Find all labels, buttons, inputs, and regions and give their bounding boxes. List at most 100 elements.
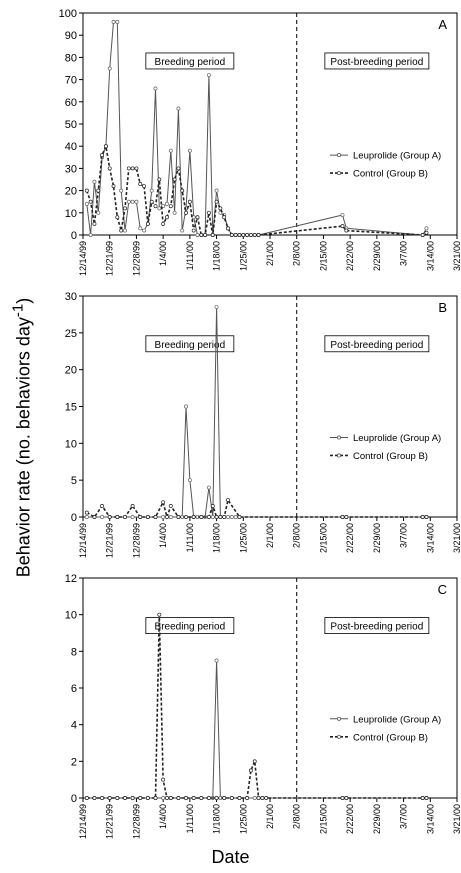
leuprolide-point	[340, 213, 345, 217]
control-point	[100, 153, 105, 158]
x-tick-label: 12/28/99	[131, 804, 141, 839]
x-tick-label: 2/22/00	[345, 804, 355, 834]
leuprolide-point	[107, 66, 112, 71]
control-point	[145, 796, 150, 800]
post-breeding-period-box	[324, 52, 430, 70]
control-point	[214, 796, 219, 800]
control-point	[138, 796, 143, 800]
control-point	[103, 144, 108, 149]
control-point	[119, 228, 124, 233]
leuprolide-point	[187, 478, 192, 483]
x-axis-title: Date	[211, 847, 250, 867]
control-point	[214, 199, 219, 204]
y-tick-label: 20	[65, 365, 77, 377]
leuprolide-point	[229, 515, 234, 519]
control-point	[218, 206, 223, 211]
control-point	[138, 515, 143, 519]
x-tick-label: 2/1/00	[265, 241, 275, 266]
y-tick-label: 25	[65, 328, 77, 340]
control-point	[115, 215, 120, 220]
x-tick-label: 1/25/00	[238, 241, 248, 271]
leuprolide-point	[424, 226, 429, 231]
leuprolide-point	[126, 199, 131, 204]
post-breeding-period-box	[324, 335, 430, 353]
control-point	[248, 233, 253, 237]
y-tick-label: 100	[59, 8, 77, 20]
leuprolide-point	[180, 228, 185, 233]
leuprolide-point	[153, 86, 158, 91]
control-point	[199, 233, 204, 237]
x-tick-label: 12/21/99	[105, 804, 115, 839]
x-tick-label: 1/4/00	[158, 241, 168, 266]
control-point	[153, 796, 158, 800]
legend-leuprolide-label: Leuprolide (Group A)	[353, 151, 441, 162]
control-point	[134, 166, 139, 171]
control-point	[420, 796, 425, 800]
control-point	[252, 759, 257, 764]
control-point	[184, 210, 188, 215]
control-point	[229, 796, 234, 800]
x-tick-label: 2/1/00	[265, 523, 275, 548]
leuprolide-point	[252, 796, 257, 800]
breeding-period-label: Breeding period	[155, 57, 226, 68]
leuprolide-point	[191, 215, 196, 220]
control-point	[420, 515, 425, 519]
leuprolide-point	[214, 188, 219, 193]
leuprolide-point	[100, 515, 105, 519]
x-tick-label: 2/8/00	[292, 523, 302, 548]
control-point	[245, 796, 250, 800]
control-point	[237, 233, 242, 237]
panel-letter: C	[438, 582, 447, 597]
control-point	[229, 233, 234, 237]
breeding-period-box	[145, 617, 235, 634]
y-tick-label: 10	[65, 208, 77, 220]
x-tick-label: 2/29/00	[372, 804, 382, 834]
x-tick-label: 1/4/00	[158, 523, 168, 548]
x-tick-label: 1/11/00	[185, 241, 195, 270]
control-point	[138, 181, 143, 186]
control-point	[340, 224, 345, 229]
control-point	[195, 215, 200, 220]
control-point	[100, 796, 105, 800]
legend-leuprolide-label: Leuprolide (Group A)	[353, 433, 441, 444]
control-point	[184, 796, 188, 800]
y-tick-label: 5	[71, 475, 77, 487]
panel-a: 0 10 20 30 40 50 60 70 80 90 100 12/14/99 12/21/99 12…	[59, 8, 461, 276]
control-point	[84, 188, 89, 193]
control-point	[191, 796, 196, 800]
control-point	[165, 515, 169, 519]
x-tick-label: 3/7/00	[399, 523, 409, 548]
control-point	[88, 199, 93, 204]
x-tick-label: 2/15/00	[318, 241, 328, 271]
control-point	[130, 504, 135, 508]
leuprolide-point	[184, 404, 188, 409]
control-point	[145, 515, 150, 519]
leuprolide-point	[130, 199, 135, 204]
control-point	[184, 515, 188, 519]
leuprolide-point	[226, 515, 230, 519]
control-point	[237, 515, 242, 519]
leuprolide-point	[172, 210, 177, 215]
legend-control-label: Control (Group B)	[353, 732, 428, 743]
control-point	[111, 184, 116, 189]
leuprolide-point	[187, 148, 192, 153]
post-breeding-period-label: Post-breeding period	[330, 57, 423, 68]
control-point	[115, 796, 120, 800]
control-point	[107, 796, 112, 800]
legend-control-label: Control (Group B)	[353, 169, 428, 180]
control-point	[161, 221, 166, 226]
control-point	[168, 204, 173, 209]
control-point	[256, 233, 261, 237]
legend-control-label: Control (Group B)	[353, 451, 428, 462]
y-tick-label: 20	[65, 186, 77, 198]
control-point	[165, 796, 169, 800]
leuprolide-point	[130, 515, 135, 519]
x-tick-label: 2/8/00	[292, 804, 302, 829]
y-tick-label: 60	[65, 97, 77, 109]
x-tick-label: 2/15/00	[318, 523, 328, 553]
control-point	[168, 796, 173, 800]
legend-leuprolide-label: Leuprolide (Group A)	[353, 714, 441, 725]
leuprolide-point	[134, 199, 139, 204]
leuprolide-point	[195, 233, 200, 237]
